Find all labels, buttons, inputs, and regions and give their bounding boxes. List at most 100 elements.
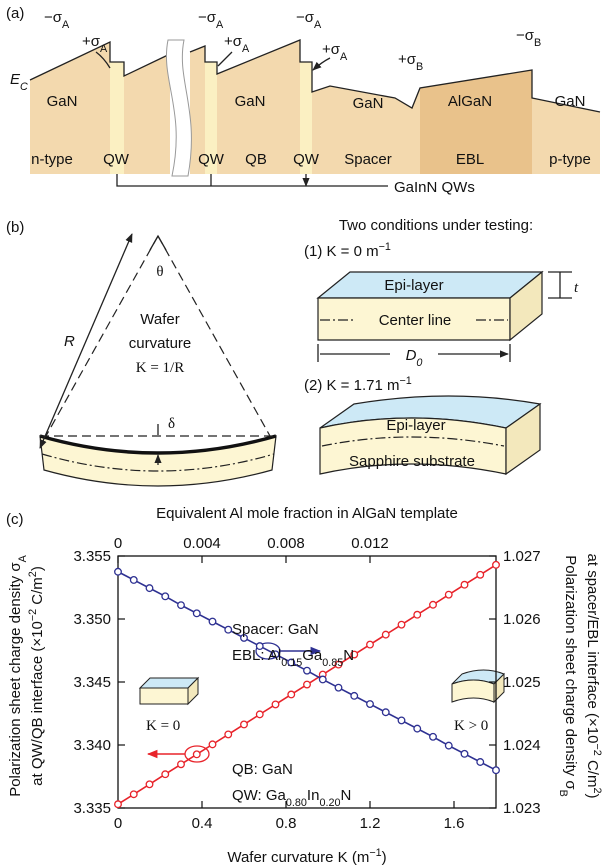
curvature-formula: K = 1/R [136, 360, 184, 376]
region-label: QW [103, 151, 130, 168]
data-point [430, 601, 437, 608]
x2-axis-title: Equivalent Al mole fraction in AlGaN tem… [156, 505, 458, 522]
annotation: K > 0 [454, 718, 488, 734]
charge-label: −σA [198, 9, 224, 31]
data-point [115, 801, 122, 808]
annotation: QB: GaN [232, 761, 293, 778]
text-run: Polarization sheet charge density σ [7, 562, 24, 797]
y-axis-title: at QW/QB interface (×10−2 C/m2) [27, 566, 46, 786]
text-run: A [62, 19, 70, 31]
text-run: A [100, 43, 108, 55]
x-tick-label: 0.8 [276, 815, 297, 832]
text-run: C [20, 81, 28, 93]
radius-label: R [64, 333, 75, 350]
apex [150, 236, 166, 250]
text-run: 0.15 [281, 657, 302, 669]
epi-layer-label: Epi-layer [384, 277, 443, 294]
data-point [414, 725, 421, 732]
text-run: QW: Ga [232, 787, 287, 804]
x-axis-title: Wafer curvature K (m−1) [227, 847, 386, 866]
text-run: 0.85 [322, 657, 343, 669]
data-point [225, 626, 232, 633]
x-tick-label: 0.4 [192, 815, 213, 832]
data-point [461, 751, 468, 758]
data-point [225, 731, 232, 738]
annotation: QW: Ga0.80In0.20N [232, 787, 351, 809]
text-run: −σ [296, 9, 315, 26]
material-label: GaN [235, 93, 266, 110]
charge-label: −σA [44, 9, 70, 31]
data-point [461, 581, 468, 588]
panel-label: (b) [6, 219, 24, 236]
text-run: B [534, 37, 541, 49]
panel-a: (a) EC −σA +σA −σA +σA −σA +σA +σB −σB G… [6, 5, 600, 196]
text-run: B [416, 61, 423, 73]
x-tick-label: 1.6 [444, 815, 465, 832]
radius-arrow [40, 234, 132, 448]
angle-label: θ [156, 264, 163, 280]
text-run: N [340, 787, 351, 804]
text-run: N [343, 647, 354, 664]
x2-tick-label: 0.004 [183, 535, 221, 552]
y2-tick-label: 1.026 [503, 611, 541, 628]
data-point [351, 693, 358, 700]
text-run: A [340, 51, 348, 63]
x2-tick-label: 0 [114, 535, 122, 552]
text-run: EBL: Al [232, 647, 281, 664]
text-run: D [406, 347, 417, 364]
inset-curved-front [452, 680, 494, 702]
region-label: QW [198, 151, 225, 168]
region-label: QW [293, 151, 320, 168]
text-run: 0.80 [286, 797, 307, 809]
region-label: p-type [549, 151, 591, 168]
inset-flat-front [140, 688, 188, 704]
y-tick-label: 3.350 [73, 611, 111, 628]
region-label: EBL [456, 151, 484, 168]
thickness-label: t [574, 280, 579, 296]
annotation: K = 0 [146, 718, 180, 734]
data-point [319, 676, 326, 683]
text-run: +σ [398, 51, 417, 68]
data-point [209, 618, 216, 625]
y-axis-title: Polarization sheet charge density σA [7, 554, 29, 796]
data-point [367, 641, 374, 648]
data-point [382, 631, 389, 638]
data-point [414, 611, 421, 618]
text-run: (2) K = 1.71 m [304, 377, 399, 394]
data-point [335, 684, 342, 691]
data-point [241, 721, 248, 728]
data-point [272, 701, 279, 708]
x-tick-label: 1.2 [360, 815, 381, 832]
text-run: at QW/QB interface (×10 [29, 621, 46, 786]
condition-label: (1) K = 0 m−1 [304, 241, 391, 260]
bow-label: δ [168, 416, 175, 432]
band-label: EC [10, 71, 28, 93]
data-point [288, 691, 295, 698]
text-run: −1 [399, 375, 411, 387]
text-run: −σ [198, 9, 217, 26]
y2-axis-title: Polarization sheet charge density σB [557, 555, 579, 797]
center-line-label: Center line [379, 312, 452, 329]
text-run: B [557, 790, 569, 797]
data-point [477, 759, 484, 766]
x2-tick-label: 0.012 [351, 535, 389, 552]
panel-label: (a) [6, 5, 24, 22]
conditions-title: Two conditions under testing: [339, 217, 533, 234]
material-label: GaN [47, 93, 78, 110]
data-point [146, 781, 153, 788]
data-point [162, 593, 169, 600]
charge-label: −σA [296, 9, 322, 31]
data-point [304, 667, 311, 674]
y2-tick-label: 1.024 [503, 737, 541, 754]
text-run: A [17, 554, 29, 562]
material-label: AlGaN [448, 93, 492, 110]
substrate-label: Sapphire substrate [349, 453, 475, 470]
y-tick-label: 3.355 [73, 548, 111, 565]
data-point [256, 711, 263, 718]
y2-tick-label: 1.025 [503, 674, 541, 691]
y2-tick-label: 1.027 [503, 548, 541, 565]
qw-label: GaInN QWs [394, 179, 475, 196]
y2-axis-title: at spacer/EBL interface (×10−2 C/m2) [584, 554, 603, 799]
figure: (a) EC −σA +σA −σA +σA −σA +σA +σB −σB G… [0, 0, 604, 867]
length-label: D0 [406, 347, 423, 369]
